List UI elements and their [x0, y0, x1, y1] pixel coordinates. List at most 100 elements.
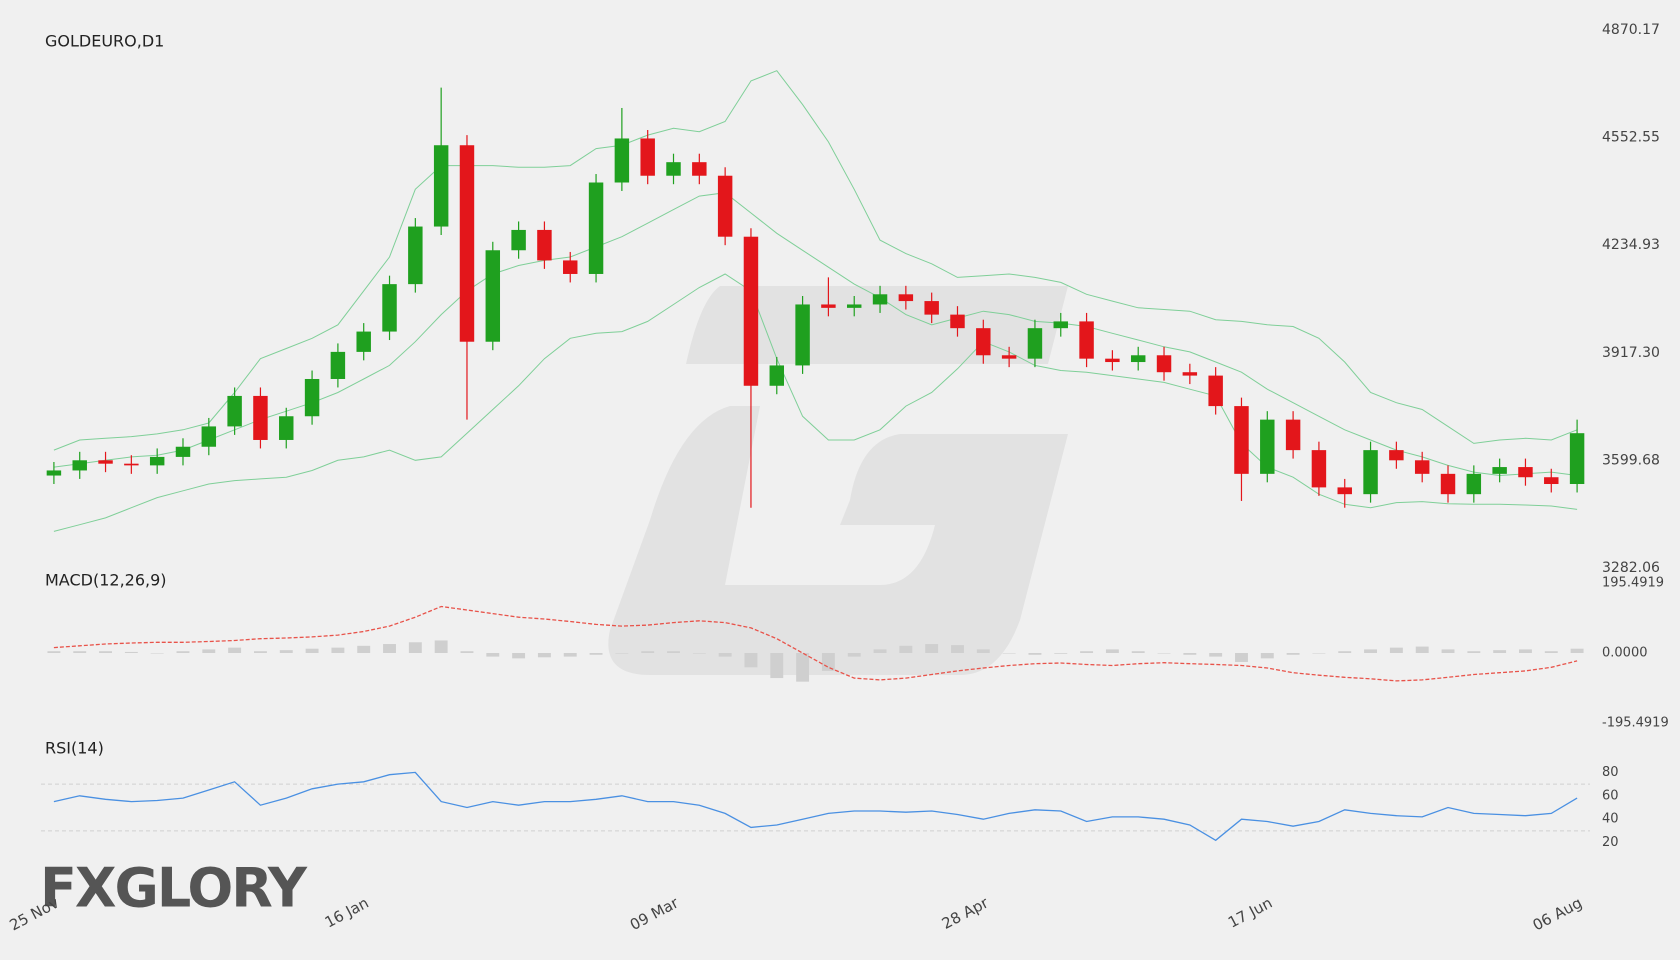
candle-body: [821, 304, 836, 308]
chart-title: GOLDEURO,D1: [45, 32, 164, 51]
histogram-bar: [589, 653, 603, 655]
candle-body: [1234, 406, 1249, 474]
histogram-bar: [1467, 651, 1481, 653]
candle-body: [227, 395, 242, 427]
histogram-bar: [1028, 653, 1042, 655]
panel-title: MACD(12,26,9): [45, 571, 167, 590]
candle-body: [1440, 473, 1456, 495]
y-tick-label: 3282.06: [1602, 560, 1660, 576]
y-tick-label: 4552.55: [1602, 130, 1660, 146]
logo: FXGLORY: [40, 857, 308, 920]
histogram-bar: [176, 651, 190, 653]
histogram-bar: [770, 653, 784, 679]
histogram-bar: [512, 653, 526, 659]
candle-body: [1492, 467, 1507, 474]
histogram-bar: [641, 651, 655, 653]
histogram-bar: [718, 653, 732, 657]
y-tick-label: 4870.17: [1602, 22, 1660, 38]
histogram-bar: [1570, 648, 1584, 653]
histogram-bar: [1105, 649, 1119, 653]
histogram-bar: [124, 651, 138, 653]
candle-body: [1544, 477, 1559, 485]
histogram-bar: [357, 645, 371, 653]
candle-body: [72, 460, 87, 471]
candle-body: [1130, 355, 1146, 363]
candle-body: [1027, 328, 1043, 359]
candle-body: [1337, 487, 1352, 495]
histogram-bar: [305, 648, 319, 653]
candle-body: [175, 446, 191, 457]
histogram-bar: [460, 651, 474, 653]
candle-body: [149, 456, 165, 466]
candle-body: [1414, 460, 1430, 474]
histogram-bar: [408, 642, 422, 653]
candle-body: [201, 426, 217, 447]
y-tick-label: 40: [1602, 812, 1619, 827]
candle-body: [924, 301, 939, 315]
candle-body: [1569, 433, 1585, 485]
y-tick-label: 195.4919: [1602, 576, 1664, 591]
histogram-bar: [847, 653, 861, 657]
candle-body: [511, 229, 526, 251]
histogram-bar: [1183, 653, 1197, 655]
candle-body: [304, 378, 320, 417]
candle-body: [743, 236, 759, 386]
candle-body: [1053, 321, 1068, 329]
candle-body: [1285, 419, 1301, 451]
histogram-bar: [331, 647, 345, 653]
candle-body: [976, 328, 991, 356]
histogram-bar: [1544, 651, 1558, 653]
candle-body: [769, 365, 785, 386]
y-tick-label: 60: [1602, 788, 1619, 803]
candle-body: [279, 416, 294, 440]
histogram-bar: [951, 645, 964, 653]
histogram-bar: [150, 653, 164, 654]
histogram-bar: [873, 649, 887, 653]
histogram-bar: [1054, 653, 1068, 654]
histogram-bar: [1131, 651, 1145, 653]
candle-body: [1001, 355, 1017, 359]
candle-body: [666, 162, 681, 176]
histogram-bar: [253, 651, 267, 653]
histogram-bar: [1415, 646, 1429, 653]
histogram-bar: [1286, 653, 1300, 655]
histogram-bar: [279, 650, 293, 653]
candle-body: [1389, 450, 1404, 461]
y-tick-label: 80: [1602, 765, 1619, 780]
candle-body: [588, 182, 604, 274]
histogram-bar: [1235, 653, 1248, 662]
watermark-bottom: [608, 406, 1068, 675]
bollinger-band: [53, 70, 1578, 451]
candle-body: [124, 463, 139, 466]
y-tick-label: 0.0000: [1602, 646, 1648, 661]
candle-body: [1182, 372, 1198, 376]
histogram-bar: [1002, 653, 1016, 654]
candle-body: [692, 162, 707, 176]
histogram-bar: [202, 649, 216, 653]
histogram-bar: [228, 647, 242, 653]
macd-line: [53, 605, 1578, 682]
watermark: [608, 286, 1068, 675]
candle-body: [1079, 321, 1094, 359]
histogram-bar: [744, 653, 758, 668]
candle-body: [1260, 419, 1275, 474]
histogram-bar: [383, 644, 396, 653]
candle-body: [846, 304, 862, 308]
histogram-bar: [1493, 650, 1507, 653]
histogram-bar: [47, 651, 61, 653]
candle-body: [1105, 358, 1120, 363]
histogram-bar: [1389, 647, 1403, 653]
candle-body: [408, 226, 423, 285]
panel-title: RSI(14): [45, 739, 104, 758]
y-tick-label: -195.4919: [1602, 716, 1669, 731]
candle-body: [1518, 467, 1533, 478]
histogram-bar: [1441, 649, 1455, 653]
candle-body: [795, 304, 810, 366]
histogram-bar: [1157, 653, 1171, 654]
candle-body: [330, 351, 346, 379]
histogram-bar: [486, 653, 500, 657]
candle-body: [640, 138, 655, 176]
y-tick-label: 4234.93: [1602, 237, 1660, 253]
